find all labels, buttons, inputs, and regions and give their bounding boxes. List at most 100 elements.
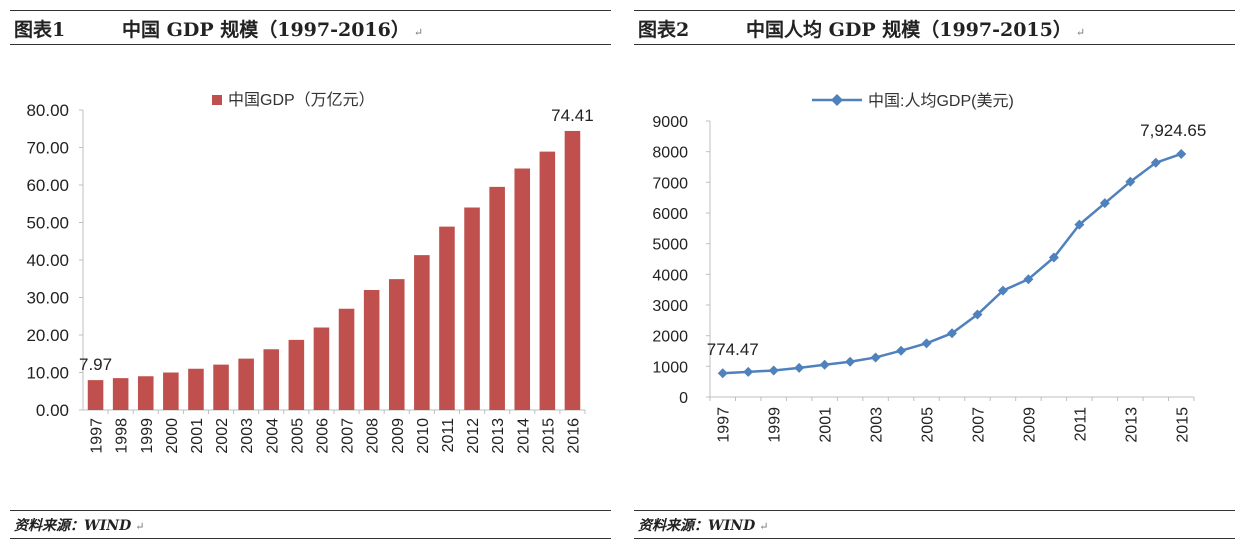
y-tick-label: 3000 bbox=[652, 298, 688, 315]
x-tick-label: 2005 bbox=[920, 407, 937, 443]
y-tick-label: 0 bbox=[679, 390, 688, 407]
bar bbox=[288, 339, 305, 410]
data-point-marker bbox=[1150, 157, 1161, 168]
y-tick-label: 0.00 bbox=[36, 401, 69, 420]
data-point-marker bbox=[1074, 219, 1085, 230]
bar bbox=[539, 151, 556, 410]
bar bbox=[238, 358, 254, 410]
source-text: 资料来源：WIND bbox=[14, 518, 132, 534]
bar bbox=[213, 364, 229, 410]
paragraph-mark-icon: ↵ bbox=[413, 26, 424, 39]
data-point-marker bbox=[794, 362, 805, 373]
bar bbox=[163, 372, 179, 410]
source-note: 资料来源：WIND ↵ bbox=[14, 515, 144, 535]
bar bbox=[388, 279, 405, 410]
x-tick-label: 2015 bbox=[540, 418, 557, 454]
x-tick-label: 2016 bbox=[565, 418, 582, 454]
bar bbox=[263, 349, 280, 410]
bar bbox=[137, 376, 154, 410]
x-tick-label: 2015 bbox=[1174, 407, 1191, 443]
x-tick-label: 1999 bbox=[139, 418, 156, 454]
bar bbox=[464, 207, 480, 410]
figure-title: 中国人均 GDP 规模（1997-2015） ↵ bbox=[746, 15, 1085, 42]
paragraph-mark-icon: ↵ bbox=[135, 520, 145, 533]
x-tick-label: 2009 bbox=[390, 418, 407, 454]
legend-swatch bbox=[212, 95, 222, 105]
y-tick-label: 80.00 bbox=[26, 101, 69, 120]
legend-marker-icon bbox=[831, 94, 843, 106]
data-label: 7,924.65 bbox=[1140, 121, 1206, 140]
bar bbox=[439, 226, 455, 410]
x-tick-label: 2005 bbox=[289, 418, 306, 454]
y-tick-label: 60.00 bbox=[26, 176, 69, 195]
y-tick-label: 40.00 bbox=[26, 251, 69, 270]
bar bbox=[414, 255, 430, 410]
y-tick-label: 20.00 bbox=[26, 326, 69, 345]
x-tick-label: 1999 bbox=[767, 407, 784, 443]
bar bbox=[338, 308, 355, 410]
chart-legend: 中国:人均GDP(美元) bbox=[812, 92, 1014, 110]
data-point-marker bbox=[768, 365, 779, 376]
data-point-marker bbox=[819, 359, 830, 370]
data-point-marker bbox=[1023, 274, 1034, 285]
figure-title-bar: 图表1 中国 GDP 规模（1997-2016） ↵ bbox=[10, 10, 611, 45]
y-tick-label: 6000 bbox=[652, 206, 688, 223]
data-point-marker bbox=[947, 328, 957, 339]
y-tick-label: 7000 bbox=[652, 175, 688, 192]
x-tick-label: 2003 bbox=[869, 407, 886, 443]
x-tick-label: 2001 bbox=[189, 418, 206, 454]
legend-label: 中国GDP（万亿元） bbox=[228, 91, 375, 109]
y-tick-label: 2000 bbox=[652, 329, 688, 346]
data-point-marker bbox=[870, 352, 881, 363]
paragraph-mark-icon: ↵ bbox=[1075, 26, 1086, 39]
bar bbox=[188, 368, 204, 410]
y-tick-label: 10.00 bbox=[26, 364, 69, 383]
legend-label: 中国:人均GDP(美元) bbox=[868, 92, 1014, 110]
y-tick-label: 1000 bbox=[652, 359, 688, 376]
chart-legend: 中国GDP（万亿元） bbox=[212, 91, 375, 109]
x-tick-label: 2013 bbox=[1123, 407, 1140, 443]
bar bbox=[489, 186, 505, 410]
y-tick-label: 70.00 bbox=[26, 139, 69, 158]
x-tick-label: 2007 bbox=[340, 418, 357, 454]
data-label: 7.97 bbox=[79, 355, 112, 374]
data-point-marker bbox=[1048, 252, 1059, 263]
x-tick-label: 2008 bbox=[365, 418, 382, 454]
y-tick-label: 50.00 bbox=[26, 214, 69, 233]
bar bbox=[564, 130, 581, 410]
x-tick-label: 2010 bbox=[415, 418, 432, 454]
data-label: 774.47 bbox=[707, 340, 759, 359]
x-tick-label: 1998 bbox=[114, 418, 131, 454]
gdp-bar-chart: 中国GDP（万亿元） 0.00 10.00 20.00 30.00 40.00 50.00 6… bbox=[26, 91, 593, 454]
data-point-marker bbox=[1125, 176, 1136, 187]
x-tick-label: 2002 bbox=[214, 418, 231, 454]
bar bbox=[87, 380, 104, 410]
x-tick-label: 1997 bbox=[89, 418, 106, 454]
data-point-marker bbox=[717, 368, 728, 379]
x-tick-label: 2004 bbox=[264, 418, 281, 454]
bar bbox=[363, 290, 380, 410]
source-bar: 资料来源：WIND ↵ bbox=[634, 510, 1235, 539]
bar bbox=[112, 378, 129, 410]
figure-label: 图表1 bbox=[14, 19, 66, 41]
paragraph-mark-icon: ↵ bbox=[759, 520, 769, 533]
x-tick-label: 2006 bbox=[314, 418, 331, 454]
figure-title-bar: 图表2 中国人均 GDP 规模（1997-2015） ↵ bbox=[634, 10, 1235, 45]
x-tick-label: 2000 bbox=[164, 418, 181, 454]
y-tick-label: 5000 bbox=[652, 237, 688, 254]
x-tick-label: 2001 bbox=[818, 407, 835, 443]
x-tick-label: 2007 bbox=[970, 407, 987, 443]
source-text: 资料来源：WIND bbox=[638, 518, 756, 534]
figure-title-text: 中国人均 GDP 规模（1997-2015） bbox=[746, 19, 1072, 41]
figure-title: 中国 GDP 规模（1997-2016） ↵ bbox=[122, 15, 423, 42]
data-point-marker bbox=[972, 309, 983, 320]
data-point-marker bbox=[1176, 148, 1187, 159]
y-tick-label: 8000 bbox=[652, 145, 688, 162]
bar bbox=[514, 168, 531, 410]
x-tick-label: 2014 bbox=[515, 418, 532, 454]
data-point-marker bbox=[896, 345, 907, 356]
series-line bbox=[722, 152, 1182, 375]
data-point-marker bbox=[997, 285, 1008, 296]
data-point-marker bbox=[921, 338, 932, 349]
bar bbox=[313, 327, 330, 410]
